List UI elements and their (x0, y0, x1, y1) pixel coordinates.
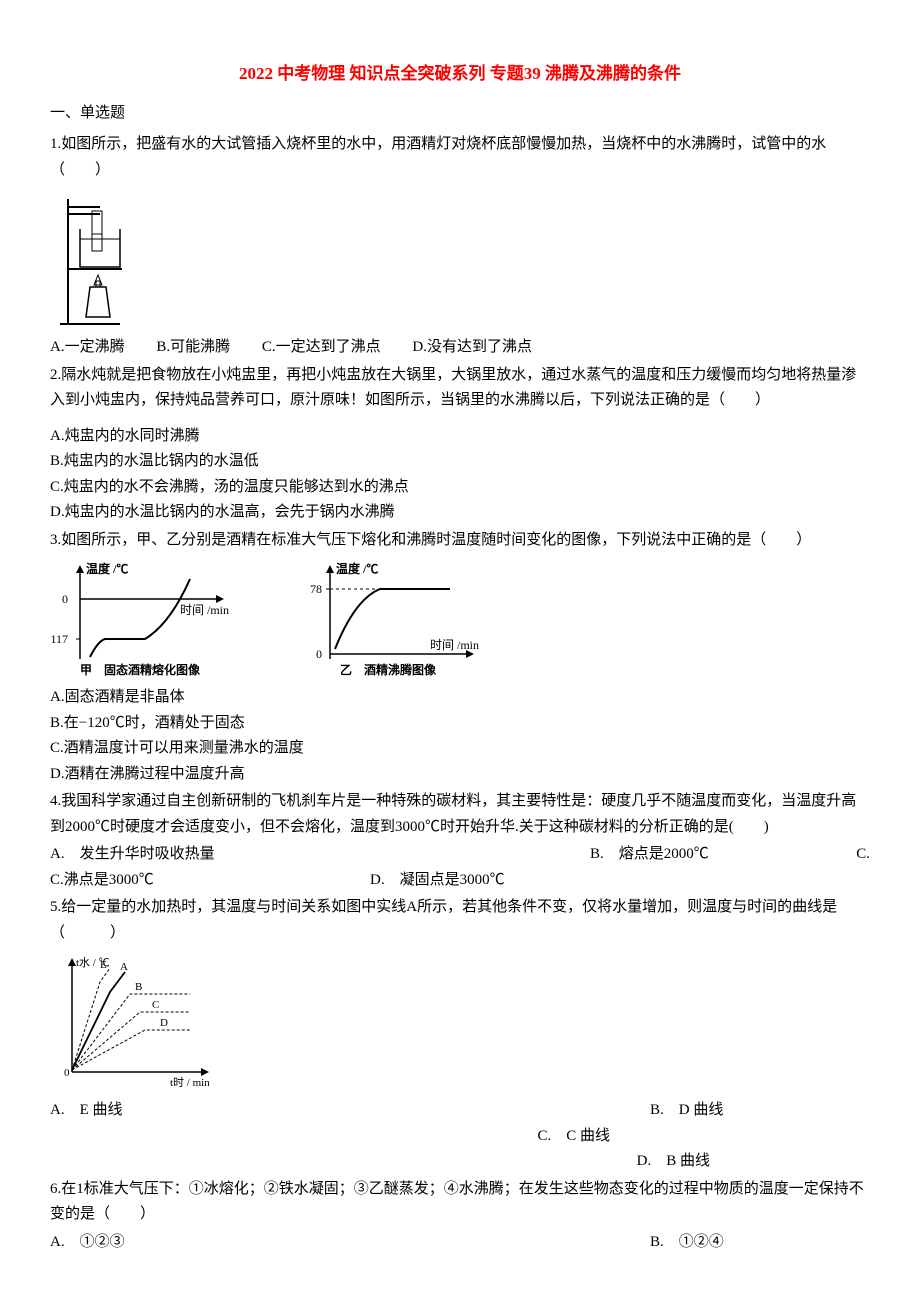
svg-text:t时 / min: t时 / min (170, 1076, 210, 1089)
svg-text:C: C (152, 999, 159, 1011)
q2-opt-a: A.炖盅内的水同时沸腾 (50, 424, 870, 450)
q3-stem: 3.如图所示，甲、乙分别是酒精在标准大气压下熔化和沸腾时温度随时间变化的图像，下… (50, 528, 870, 554)
q6-row1: A. ①②③ B. ①②④ (50, 1230, 870, 1256)
q4-opt-c: C.沸点是3000℃ (50, 872, 154, 888)
svg-text:乙 酒精沸腾图像: 乙 酒精沸腾图像 (340, 662, 437, 677)
q1-stem: 1.如图所示，把盛有水的大试管插入烧杯里的水中，用酒精灯对烧杯底部慢慢加热，当烧… (50, 132, 870, 183)
q6-opt-b: B. ①②④ (650, 1234, 724, 1250)
svg-text:时间 /min: 时间 /min (430, 638, 479, 652)
svg-text:B: B (135, 981, 142, 993)
q5-figure: t水 / ℃ t时 / min 0 A E B C D (50, 952, 870, 1092)
svg-text:甲 固态酒精熔化图像: 甲 固态酒精熔化图像 (80, 662, 201, 677)
q3-opt-b: B.在−120℃时，酒精处于固态 (50, 711, 870, 737)
svg-text:A: A (120, 961, 128, 973)
q2-stem: 2.隔水炖就是把食物放在小炖盅里，再把小炖盅放在大锅里，大锅里放水，通过水蒸气的… (50, 363, 870, 414)
q5-opt-a: A. E 曲线 (50, 1102, 123, 1118)
q5-stem: 5.给一定量的水加热时，其温度与时间关系如图中实线A所示，若其他条件不变，仅将水… (50, 895, 870, 946)
q5-opt-b: B. D 曲线 (650, 1102, 723, 1118)
q4-stem: 4.我国科学家通过自主创新研制的飞机刹车片是一种特殊的碳材料，其主要特性是：硬度… (50, 789, 870, 840)
q2-opt-c: C.炖盅内的水不会沸腾，汤的温度只能够达到水的沸点 (50, 475, 870, 501)
svg-text:78: 78 (310, 582, 322, 596)
q4-opt-d: D. 凝固点是3000℃ (370, 872, 505, 888)
q6-stem: 6.在1标准大气压下：①冰熔化；②铁水凝固；③乙醚蒸发；④水沸腾；在发生这些物态… (50, 1177, 870, 1228)
q1-opt-d: D.没有达到了沸点 (412, 339, 532, 355)
svg-text:时间 /min: 时间 /min (180, 603, 229, 617)
svg-text:−117: −117 (50, 632, 68, 646)
q1-figure (50, 189, 870, 329)
svg-text:0: 0 (64, 1067, 70, 1079)
svg-text:0: 0 (316, 647, 322, 661)
q5-opt-c: C. C 曲线 (50, 1124, 870, 1150)
q1-opt-c: C.一定达到了沸点 (262, 339, 381, 355)
q3-opt-d: D.酒精在沸腾过程中温度升高 (50, 762, 870, 788)
svg-text:温度 /℃: 温度 /℃ (336, 561, 378, 576)
section-heading: 一、单选题 (50, 101, 870, 127)
q4-opt-c-prefix: C. (856, 846, 870, 862)
svg-text:D: D (160, 1017, 168, 1029)
q1-options: A.一定沸腾 B.可能沸腾 C.一定达到了沸点 D.没有达到了沸点 (50, 335, 870, 361)
q1-opt-b: B.可能沸腾 (156, 339, 230, 355)
q5-row1: A. E 曲线 B. D 曲线 (50, 1098, 870, 1124)
q4-opt-a: A. 发生升华时吸收热量 (50, 846, 215, 862)
q5-opt-d: D. B 曲线 (50, 1149, 870, 1175)
q1-opt-a: A.一定沸腾 (50, 339, 125, 355)
svg-text:E: E (100, 959, 107, 971)
svg-text:0: 0 (62, 592, 68, 606)
q4-row2: C.沸点是3000℃ D. 凝固点是3000℃ (50, 868, 870, 894)
q3-figures: 温度 /℃ 0 −117 时间 /min 甲 固态酒精熔化图像 温度 /℃ 78… (50, 559, 870, 679)
page-title: 2022 中考物理 知识点全突破系列 专题39 沸腾及沸腾的条件 (50, 60, 870, 89)
q2-opt-d: D.炖盅内的水温比锅内的水温高，会先于锅内水沸腾 (50, 500, 870, 526)
q2-opt-b: B.炖盅内的水温比锅内的水温低 (50, 449, 870, 475)
q3-opt-a: A.固态酒精是非晶体 (50, 685, 870, 711)
svg-text:温度 /℃: 温度 /℃ (86, 561, 128, 576)
q4-row1: A. 发生升华时吸收热量 B. 熔点是2000℃ C. (50, 842, 870, 868)
q3-opt-c: C.酒精温度计可以用来测量沸水的温度 (50, 736, 870, 762)
q4-opt-b: B. 熔点是2000℃ (590, 846, 709, 862)
q6-opt-a: A. ①②③ (50, 1234, 125, 1250)
